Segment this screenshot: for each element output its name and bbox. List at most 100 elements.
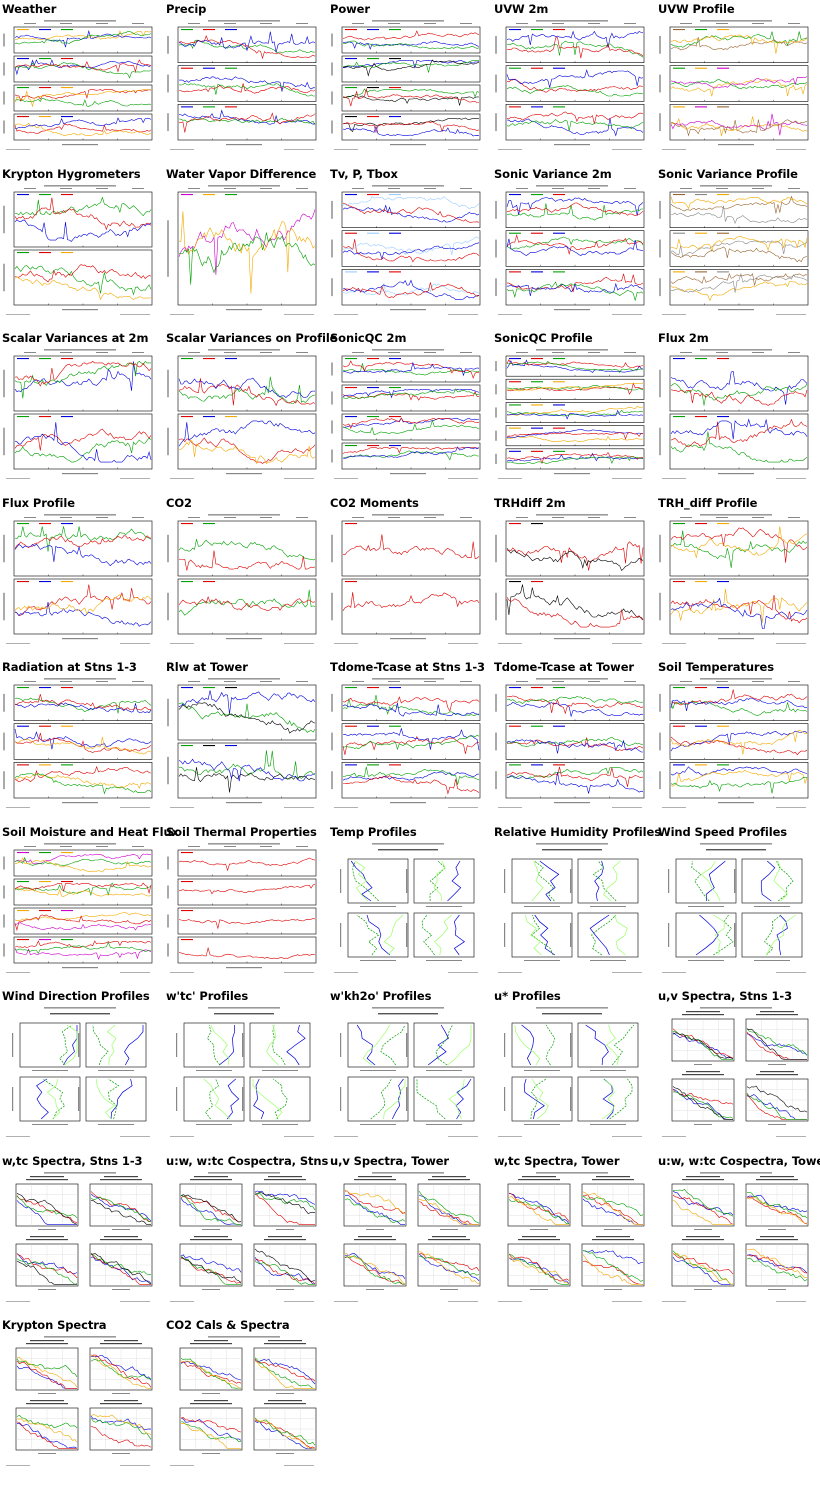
plot-image[interactable]: [166, 1005, 322, 1141]
plot-title[interactable]: UVW 2m: [494, 2, 549, 16]
plot-title[interactable]: Soil Moisture and Heat Flux: [2, 824, 179, 839]
plot-thumbnail-w-kh2o-profiles[interactable]: w'kh2o' Profiles: [328, 987, 488, 1147]
plot-title[interactable]: Tv, P, Tbox: [330, 166, 398, 181]
plot-image[interactable]: [494, 1005, 650, 1141]
plot-image[interactable]: [2, 183, 158, 319]
plot-title[interactable]: Wind Speed Profiles: [658, 824, 788, 839]
plot-image[interactable]: [166, 347, 322, 483]
plot-image[interactable]: [658, 1005, 814, 1141]
plot-image[interactable]: [330, 18, 486, 154]
plot-thumbnail-co2[interactable]: CO2: [164, 494, 324, 654]
plot-image[interactable]: [2, 512, 158, 648]
plot-title[interactable]: CO2 Cals & Spectra: [166, 1318, 290, 1332]
plot-title[interactable]: UVW Profile: [658, 2, 735, 16]
plot-title[interactable]: Rlw at Tower: [166, 660, 248, 674]
plot-thumbnail-radiation-at-stns-1-3[interactable]: Radiation at Stns 1-3: [0, 658, 160, 818]
plot-image[interactable]: [330, 676, 486, 812]
plot-thumbnail-soil-temperatures[interactable]: Soil Temperatures: [656, 658, 816, 818]
plot-image[interactable]: [2, 676, 158, 812]
plot-thumbnail-wind-direction-profiles[interactable]: Wind Direction Profiles: [0, 987, 160, 1147]
plot-image[interactable]: [166, 676, 322, 812]
plot-title[interactable]: Flux 2m: [658, 331, 709, 345]
plot-thumbnail-power[interactable]: Power: [328, 0, 488, 160]
plot-thumbnail-w-tc-spectra-tower[interactable]: w,tc Spectra, Tower: [492, 1152, 652, 1312]
plot-thumbnail-sonic-variance-profile[interactable]: Sonic Variance Profile: [656, 165, 816, 325]
plot-image[interactable]: [2, 841, 158, 977]
plot-title[interactable]: Soil Temperatures: [658, 660, 774, 674]
plot-image[interactable]: [494, 841, 650, 977]
plot-image[interactable]: [658, 841, 814, 977]
plot-title[interactable]: SonicQC 2m: [330, 331, 407, 345]
plot-title[interactable]: u,v Spectra, Stns 1-3: [658, 989, 792, 1003]
plot-thumbnail-sonicqc-2m[interactable]: SonicQC 2m: [328, 329, 488, 489]
plot-title[interactable]: Tdome-Tcase at Stns 1-3: [330, 660, 485, 674]
plot-thumbnail-u-v-spectra-tower[interactable]: u,v Spectra, Tower: [328, 1152, 488, 1312]
plot-thumbnail-sonic-variance-2m[interactable]: Sonic Variance 2m: [492, 165, 652, 325]
plot-image[interactable]: [494, 676, 650, 812]
plot-thumbnail-uvw-2m[interactable]: UVW 2m: [492, 0, 652, 160]
plot-title[interactable]: CO2: [166, 495, 192, 510]
plot-thumbnail-trhdiff-2m[interactable]: TRHdiff 2m: [492, 494, 652, 654]
plot-thumbnail-co2-cals-spectra[interactable]: CO2 Cals & Spectra: [164, 1316, 324, 1476]
plot-thumbnail-uvw-profile[interactable]: UVW Profile: [656, 0, 816, 160]
plot-thumbnail-precip[interactable]: Precip: [164, 0, 324, 160]
plot-title[interactable]: Flux Profile: [2, 495, 75, 510]
plot-thumbnail-flux-profile[interactable]: Flux Profile: [0, 494, 160, 654]
plot-title[interactable]: Krypton Hygrometers: [2, 166, 141, 181]
plot-image[interactable]: [330, 347, 486, 483]
plot-title[interactable]: Precip: [166, 2, 207, 16]
plot-thumbnail-wind-speed-profiles[interactable]: Wind Speed Profiles: [656, 823, 816, 983]
plot-image[interactable]: [494, 347, 650, 483]
plot-image[interactable]: [330, 183, 486, 319]
plot-image[interactable]: [2, 1170, 158, 1306]
plot-image[interactable]: [166, 1170, 322, 1306]
plot-thumbnail-u-profiles[interactable]: u* Profiles: [492, 987, 652, 1147]
plot-title[interactable]: Sonic Variance 2m: [494, 166, 612, 181]
plot-title[interactable]: u* Profiles: [494, 989, 561, 1003]
plot-image[interactable]: [658, 18, 814, 154]
plot-title[interactable]: u,v Spectra, Tower: [330, 1153, 450, 1168]
plot-thumbnail-weather[interactable]: Weather: [0, 0, 160, 160]
plot-title[interactable]: Relative Humidity Profiles: [494, 824, 661, 839]
plot-thumbnail-tdome-tcase-at-tower[interactable]: Tdome-Tcase at Tower: [492, 658, 652, 818]
plot-title[interactable]: TRH_diff Profile: [658, 495, 758, 510]
plot-title[interactable]: Water Vapor Difference: [166, 166, 317, 181]
plot-title[interactable]: Scalar Variances on Profile: [166, 331, 338, 345]
plot-title[interactable]: Krypton Spectra: [2, 1318, 107, 1332]
plot-image[interactable]: [330, 512, 486, 648]
plot-title[interactable]: w,tc Spectra, Stns 1-3: [2, 1153, 143, 1168]
plot-title[interactable]: CO2 Moments: [330, 495, 419, 510]
plot-image[interactable]: [494, 183, 650, 319]
plot-title[interactable]: Soil Thermal Properties: [166, 824, 317, 839]
plot-image[interactable]: [2, 347, 158, 483]
plot-image[interactable]: [2, 18, 158, 154]
plot-image[interactable]: [2, 1334, 158, 1470]
plot-image[interactable]: [166, 512, 322, 648]
plot-thumbnail-flux-2m[interactable]: Flux 2m: [656, 329, 816, 489]
plot-title[interactable]: TRHdiff 2m: [494, 495, 566, 510]
plot-title[interactable]: w'kh2o' Profiles: [330, 989, 432, 1003]
plot-image[interactable]: [658, 1170, 814, 1306]
plot-image[interactable]: [330, 1170, 486, 1306]
plot-image[interactable]: [166, 1334, 322, 1470]
plot-thumbnail-w-tc-spectra-stns-1-3[interactable]: w,tc Spectra, Stns 1-3: [0, 1152, 160, 1312]
plot-thumbnail-soil-thermal-properties[interactable]: Soil Thermal Properties: [164, 823, 324, 983]
plot-title[interactable]: Sonic Variance Profile: [658, 166, 798, 181]
plot-thumbnail-tdome-tcase-at-stns-1-3[interactable]: Tdome-Tcase at Stns 1-3: [328, 658, 488, 818]
plot-title[interactable]: Weather: [2, 2, 57, 16]
plot-thumbnail-temp-profiles[interactable]: Temp Profiles: [328, 823, 488, 983]
plot-image[interactable]: [658, 512, 814, 648]
plot-image[interactable]: [658, 676, 814, 812]
plot-image[interactable]: [166, 183, 322, 319]
plot-title[interactable]: Tdome-Tcase at Tower: [494, 660, 634, 674]
plot-title[interactable]: w'tc' Profiles: [166, 989, 249, 1003]
plot-image[interactable]: [494, 18, 650, 154]
plot-thumbnail-tv-p-tbox[interactable]: Tv, P, Tbox: [328, 165, 488, 325]
plot-thumbnail-u-w-w-tc-cospectra-tower[interactable]: u:w, w:tc Cospectra, Tower: [656, 1152, 820, 1312]
plot-thumbnail-sonicqc-profile[interactable]: SonicQC Profile: [492, 329, 652, 489]
plot-image[interactable]: [330, 1005, 486, 1141]
plot-title[interactable]: Wind Direction Profiles: [2, 989, 150, 1003]
plot-thumbnail-krypton-hygrometers[interactable]: Krypton Hygrometers: [0, 165, 160, 325]
plot-thumbnail-scalar-variances-at-2m[interactable]: Scalar Variances at 2m: [0, 329, 160, 489]
plot-image[interactable]: [658, 347, 814, 483]
